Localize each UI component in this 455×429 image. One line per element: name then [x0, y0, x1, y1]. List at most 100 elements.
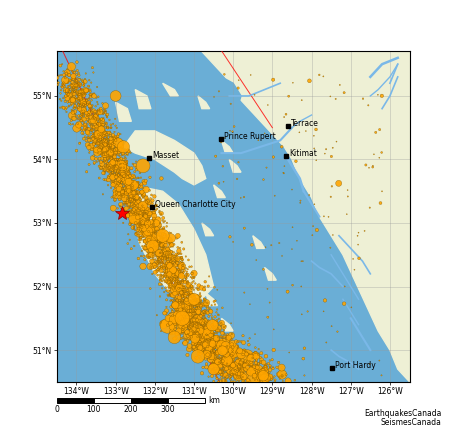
- Point: [79, 114, 86, 121]
- Point: [140, 230, 147, 236]
- Point: [82, 70, 90, 77]
- Point: [102, 144, 110, 151]
- Point: [60, 79, 67, 86]
- Point: [148, 225, 155, 232]
- Point: [200, 334, 207, 341]
- Point: [154, 217, 161, 224]
- Point: [189, 269, 196, 276]
- Point: [144, 205, 151, 211]
- Point: [235, 159, 242, 166]
- Point: [108, 148, 116, 155]
- Point: [235, 362, 243, 369]
- Point: [81, 125, 89, 132]
- Point: [148, 231, 155, 238]
- Point: [129, 160, 136, 167]
- Point: [143, 229, 151, 236]
- Point: [176, 281, 183, 288]
- Point: [172, 271, 179, 278]
- Point: [114, 133, 121, 140]
- Point: [132, 188, 139, 195]
- Point: [172, 276, 179, 283]
- Point: [140, 211, 147, 218]
- Point: [181, 335, 188, 342]
- Point: [123, 175, 131, 182]
- Point: [160, 219, 167, 226]
- Point: [145, 235, 152, 242]
- Point: [142, 177, 149, 184]
- Point: [109, 165, 116, 172]
- Point: [224, 337, 231, 344]
- Point: [94, 128, 101, 135]
- Point: [89, 145, 96, 152]
- Point: [218, 369, 226, 375]
- Point: [64, 69, 71, 76]
- Point: [168, 262, 175, 269]
- Point: [92, 137, 99, 144]
- Point: [173, 235, 181, 242]
- Point: [135, 221, 142, 228]
- Point: [70, 80, 77, 87]
- Point: [137, 196, 145, 203]
- Point: [132, 208, 139, 215]
- Point: [213, 338, 221, 344]
- Point: [188, 332, 196, 338]
- Point: [162, 238, 169, 245]
- Point: [229, 355, 236, 362]
- Point: [174, 282, 182, 289]
- Point: [214, 348, 221, 355]
- Point: [223, 366, 231, 373]
- Point: [83, 137, 90, 144]
- Point: [84, 112, 91, 119]
- Point: [208, 344, 215, 350]
- Point: [157, 249, 164, 256]
- Point: [100, 145, 107, 151]
- Point: [164, 255, 171, 262]
- Point: [182, 317, 189, 323]
- Point: [143, 206, 150, 213]
- Point: [84, 129, 91, 136]
- Point: [248, 367, 256, 374]
- Point: [217, 369, 224, 375]
- Point: [198, 330, 206, 337]
- Point: [91, 138, 98, 145]
- Point: [172, 307, 180, 314]
- Point: [93, 136, 101, 143]
- Point: [177, 278, 184, 285]
- Point: [221, 344, 228, 351]
- Point: [146, 244, 153, 251]
- Point: [199, 324, 206, 331]
- Point: [76, 140, 83, 147]
- Point: [243, 356, 250, 363]
- Point: [230, 348, 238, 355]
- Point: [126, 221, 133, 228]
- Point: [235, 365, 242, 372]
- Point: [124, 188, 131, 195]
- Point: [169, 287, 177, 294]
- Point: [80, 135, 87, 142]
- Point: [95, 134, 102, 141]
- Point: [210, 348, 217, 355]
- Point: [137, 213, 144, 220]
- Point: [202, 342, 209, 349]
- Point: [102, 122, 109, 129]
- Point: [108, 163, 115, 169]
- Point: [91, 108, 99, 115]
- Point: [197, 316, 204, 323]
- Point: [228, 352, 235, 359]
- Point: [100, 132, 107, 139]
- Point: [118, 143, 126, 150]
- Point: [175, 318, 182, 325]
- Point: [206, 273, 213, 280]
- Point: [90, 117, 97, 124]
- Point: [102, 108, 110, 115]
- Point: [96, 126, 104, 133]
- Point: [126, 181, 134, 187]
- Point: [178, 310, 185, 317]
- Point: [122, 200, 129, 207]
- Point: [84, 134, 91, 141]
- Point: [165, 259, 172, 266]
- Point: [226, 338, 233, 345]
- Point: [167, 260, 174, 267]
- Point: [117, 204, 125, 211]
- Point: [244, 366, 252, 373]
